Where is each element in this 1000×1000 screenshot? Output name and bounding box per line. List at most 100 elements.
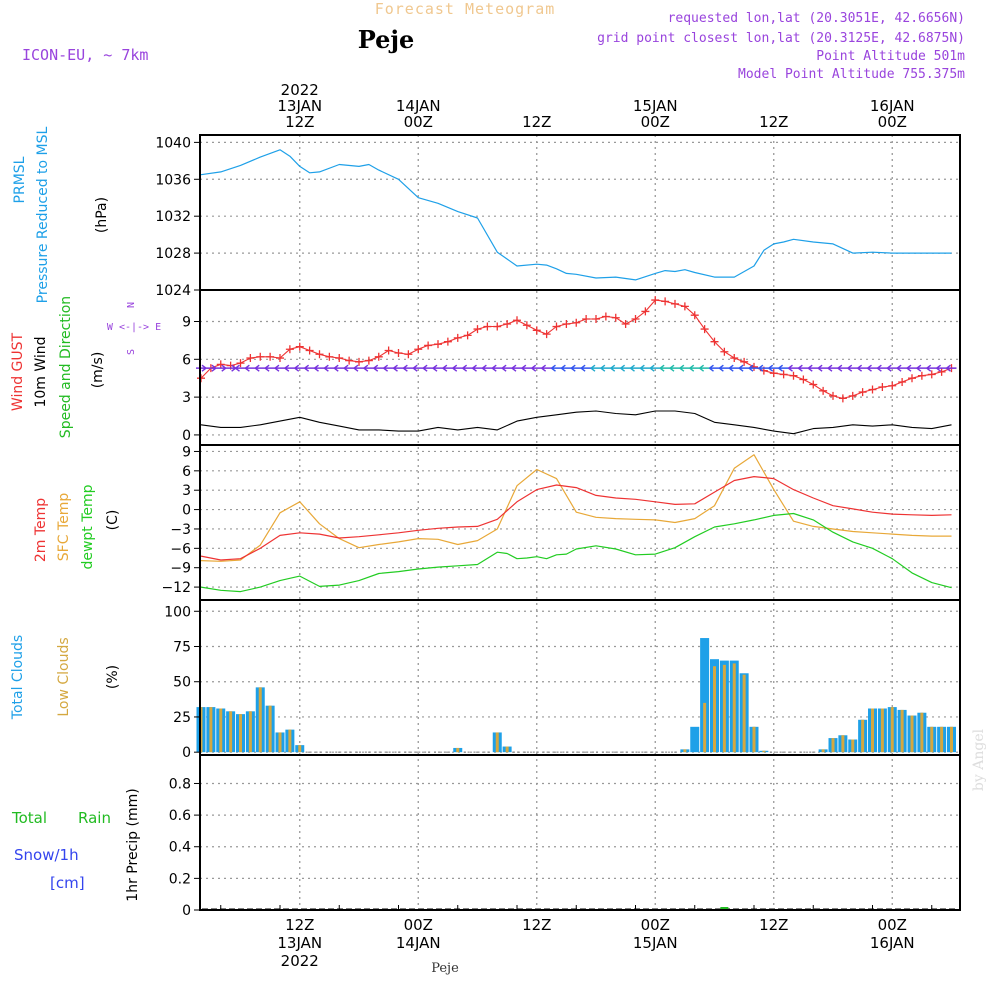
model-name: ICON-EU, ~ 7km xyxy=(22,46,148,64)
y-tick-label: 3 xyxy=(182,390,191,406)
wind-direction-arrow xyxy=(244,364,256,372)
wind-direction-arrow xyxy=(946,364,957,372)
wind-direction-arrow xyxy=(857,364,868,372)
time-label-top: 00Z xyxy=(404,113,433,131)
gust-marker xyxy=(671,299,679,308)
y-tick-label: 75 xyxy=(173,640,191,656)
wind-direction-arrow xyxy=(432,364,443,372)
wind-direction-arrow xyxy=(926,364,937,372)
low-cloud-bar xyxy=(732,663,736,753)
gust-marker xyxy=(878,383,887,392)
gust-marker xyxy=(434,340,442,349)
wind-direction-arrow xyxy=(807,364,819,372)
low-cloud-bar xyxy=(871,708,874,753)
gust-marker xyxy=(473,325,482,334)
time-label-top: 16JAN xyxy=(870,97,915,115)
gust-marker xyxy=(266,352,275,361)
wind-direction-arrow xyxy=(235,364,246,372)
gust-marker xyxy=(424,341,433,350)
low-cloud-bar xyxy=(456,747,460,753)
wind-direction-arrow xyxy=(402,364,414,372)
gust-marker xyxy=(562,320,571,329)
wind-direction-arrow xyxy=(906,364,917,372)
wind-direction-arrow xyxy=(205,364,217,372)
y-tick-label: 9 xyxy=(182,444,191,460)
gust-marker xyxy=(917,371,926,380)
gust-marker xyxy=(799,375,808,384)
gust-marker xyxy=(720,347,729,356)
gust-marker xyxy=(256,352,265,361)
data-layer xyxy=(196,149,958,910)
y-tick-label: 100 xyxy=(164,604,191,620)
y-tick-label: 6 xyxy=(182,352,191,368)
label-total-clouds: Total Clouds xyxy=(10,635,26,720)
gust-marker xyxy=(661,297,670,306)
wind-direction-arrow xyxy=(788,364,799,372)
low-cloud-bar xyxy=(288,729,292,753)
gust-marker xyxy=(315,350,324,359)
panel-frame-precip xyxy=(199,754,961,911)
wind-direction-arrow xyxy=(847,364,858,372)
low-cloud-bar xyxy=(920,712,924,753)
low-cloud-bar xyxy=(722,664,726,753)
footer-station: Peje xyxy=(431,961,459,976)
label-sfc-temp: SFC Temp xyxy=(56,493,72,562)
wind-direction-arrow xyxy=(817,364,829,372)
time-label-bottom: 15JAN xyxy=(633,934,678,952)
time-label-top: 12Z xyxy=(759,113,788,131)
gust-marker xyxy=(276,354,284,363)
info-line: Point Altitude 501m xyxy=(816,49,965,64)
gust-marker xyxy=(680,302,689,311)
gust-marker xyxy=(364,356,373,365)
label-snow: Snow/1h xyxy=(14,846,79,864)
wind-direction-arrow xyxy=(472,364,483,372)
total-cloud-bar xyxy=(690,726,700,753)
wind-direction-arrow xyxy=(728,364,740,372)
gust-marker xyxy=(651,296,660,305)
wind-direction-arrow xyxy=(620,364,631,372)
wind-direction-arrow xyxy=(886,364,898,372)
info-line: grid point closest lon,lat (20.3125E, 42… xyxy=(597,31,965,46)
gust-marker xyxy=(908,374,916,383)
wind-direction-arrow xyxy=(314,364,325,372)
panel-frame-clouds xyxy=(199,599,961,756)
gust-marker xyxy=(414,345,423,354)
gust-marker xyxy=(236,359,245,368)
time-label-top: 12Z xyxy=(522,113,551,131)
low-cloud-bar xyxy=(831,738,835,753)
label-pressure-msl: Pressure Reduced to MSL xyxy=(35,126,51,303)
wind-direction-arrow xyxy=(758,364,769,372)
gust-marker xyxy=(769,369,778,378)
low-cloud-bar xyxy=(229,711,233,753)
low-cloud-bar xyxy=(248,711,252,753)
gust-marker xyxy=(848,391,857,400)
wind-direction-arrow xyxy=(462,364,473,372)
gust-marker xyxy=(888,381,897,390)
time-label-top: 12Z xyxy=(285,113,314,131)
time-label-top: 00Z xyxy=(641,113,670,131)
label-rain: Rain xyxy=(78,809,111,827)
low-cloud-bar xyxy=(821,749,825,753)
compass-west-east: W <-|-> E xyxy=(107,322,161,333)
gust-marker xyxy=(937,367,946,376)
gust-marker xyxy=(868,385,877,394)
wind-direction-arrow xyxy=(225,364,237,372)
text-layer: Forecast Meteogram Peje ICON-EU, ~ 7km requ… xyxy=(10,0,987,976)
wind-direction-arrow xyxy=(689,364,700,372)
time-label-bottom: 12Z xyxy=(759,916,788,934)
low-cloud-bar xyxy=(505,746,509,753)
wind-direction-arrow xyxy=(254,364,266,372)
label-wind-direction: Speed and Direction xyxy=(58,296,74,438)
y-tick-label: 1024 xyxy=(155,283,191,299)
low-cloud-bar xyxy=(298,745,302,753)
gust-marker xyxy=(295,342,304,351)
wind-direction-arrow xyxy=(748,364,759,372)
gust-marker xyxy=(345,356,354,365)
wind-direction-arrow xyxy=(699,364,710,372)
gust-marker xyxy=(493,322,502,331)
gust-marker xyxy=(374,352,383,361)
low-cloud-bar xyxy=(762,750,766,753)
wind-direction-arrow xyxy=(215,364,227,372)
gust-marker xyxy=(621,320,630,329)
